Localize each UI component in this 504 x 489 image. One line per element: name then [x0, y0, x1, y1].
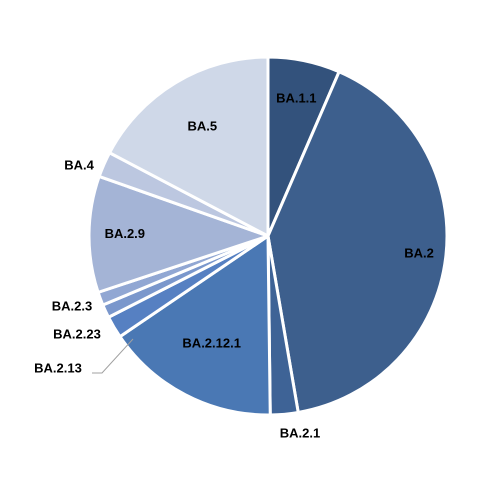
- pie-slice-ba-5: [108, 55, 270, 238]
- slice-label-ba-2-3: BA.2.3: [52, 298, 92, 313]
- slice-label-ba-2-12-1: BA.2.12.1: [182, 335, 241, 350]
- slice-label-ba-5: BA.5: [187, 119, 217, 134]
- pie-slice-ba-2-12-1: [118, 234, 272, 417]
- slice-label-ba-2-23: BA.2.23: [53, 326, 101, 341]
- slice-label-ba-2-1: BA.2.1: [280, 425, 320, 440]
- pie-slice-ba-2-9: [87, 174, 270, 294]
- pie-slice-ba-2: [266, 70, 449, 414]
- slice-label-ba-2: BA.2: [404, 246, 434, 261]
- slice-label-ba-2-9: BA.2.9: [105, 226, 145, 241]
- slice-label-ba-2-13: BA.2.13: [34, 360, 82, 375]
- slice-label-ba-1-1: BA.1.1: [276, 91, 316, 106]
- leader-line-ba-2-13: [92, 338, 134, 374]
- slice-label-ba-4: BA.4: [64, 157, 94, 172]
